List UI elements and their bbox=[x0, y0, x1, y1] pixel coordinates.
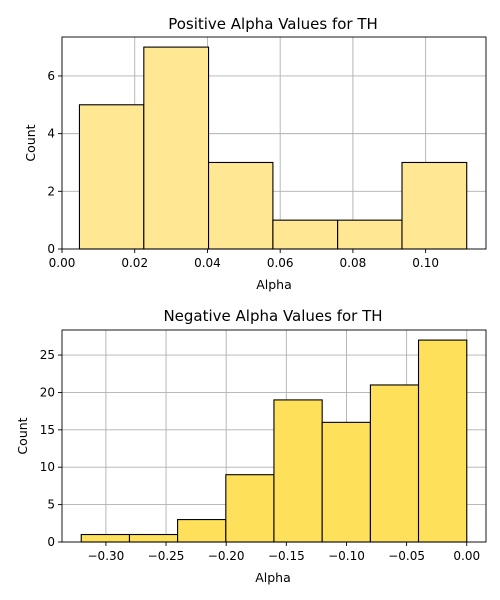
histogram-bar bbox=[337, 219, 403, 250]
bars bbox=[80, 339, 468, 543]
y-axis-ticks: 0 5 10 15 20 25 bbox=[40, 348, 62, 549]
y-tick-label: 4 bbox=[47, 127, 55, 141]
x-tick-label: 0.06 bbox=[267, 256, 294, 270]
x-tick-label: −0.05 bbox=[388, 549, 425, 563]
x-tick-label: 0.00 bbox=[49, 256, 76, 270]
y-tick-label: 2 bbox=[47, 184, 55, 198]
x-tick-label: 0.10 bbox=[412, 256, 439, 270]
x-axis-label: Alpha bbox=[256, 277, 292, 292]
x-tick-label: 0.02 bbox=[121, 256, 148, 270]
y-tick-label: 6 bbox=[47, 69, 55, 83]
y-axis-label: Count bbox=[23, 124, 38, 161]
histogram-bar bbox=[78, 104, 145, 250]
histogram-bar bbox=[273, 399, 323, 543]
x-tick-label: −0.10 bbox=[328, 549, 365, 563]
x-tick-label: −0.30 bbox=[88, 549, 125, 563]
plot-frame bbox=[61, 329, 487, 543]
histogram-bar bbox=[321, 421, 371, 543]
x-tick-label: 0.00 bbox=[453, 549, 480, 563]
chart-title: Positive Alpha Values for TH bbox=[168, 15, 378, 33]
histogram-bar bbox=[417, 339, 468, 543]
y-tick-label: 5 bbox=[47, 498, 55, 512]
chart-negative-alpha: Negative Alpha Values for TH −0.30 −0.25−… bbox=[15, 307, 487, 585]
x-tick-label: −0.20 bbox=[208, 549, 245, 563]
x-axis-label: Alpha bbox=[255, 570, 291, 585]
chart-title: Negative Alpha Values for TH bbox=[163, 307, 382, 325]
x-tick-label: −0.15 bbox=[268, 549, 305, 563]
y-axis-ticks: 0 2 4 6 bbox=[47, 69, 62, 256]
y-tick-label: 10 bbox=[40, 460, 55, 474]
histogram-bar bbox=[369, 384, 420, 543]
y-tick-label: 0 bbox=[47, 535, 55, 549]
histogram-bar bbox=[207, 161, 274, 250]
x-tick-label: 0.04 bbox=[194, 256, 221, 270]
histogram-bar bbox=[225, 474, 275, 543]
x-tick-label: 0.08 bbox=[340, 256, 367, 270]
histogram-bar bbox=[143, 46, 210, 250]
y-tick-label: 0 bbox=[47, 242, 55, 256]
x-axis-ticks: −0.30 −0.25 −0.20 −0.15 −0.10 −0.05 0.00 bbox=[88, 542, 480, 563]
plot-frame bbox=[61, 36, 487, 250]
bars bbox=[78, 46, 468, 250]
x-tick-label: −0.25 bbox=[148, 549, 185, 563]
histogram-bar bbox=[401, 161, 468, 250]
chart-positive-alpha: Positive Alpha Values for TH 0.00 0.02 0.0… bbox=[23, 15, 487, 292]
histogram-bar bbox=[177, 519, 227, 543]
histogram-bar bbox=[272, 219, 339, 250]
histogram-bar bbox=[80, 533, 131, 543]
histogram-bar bbox=[128, 533, 179, 543]
x-axis-ticks: 0.00 0.02 0.04 0.06 0.08 0.10 bbox=[49, 249, 439, 270]
y-tick-label: 25 bbox=[40, 348, 55, 362]
y-axis-label: Count bbox=[15, 417, 30, 454]
y-tick-label: 20 bbox=[40, 385, 55, 399]
y-tick-label: 15 bbox=[40, 423, 55, 437]
